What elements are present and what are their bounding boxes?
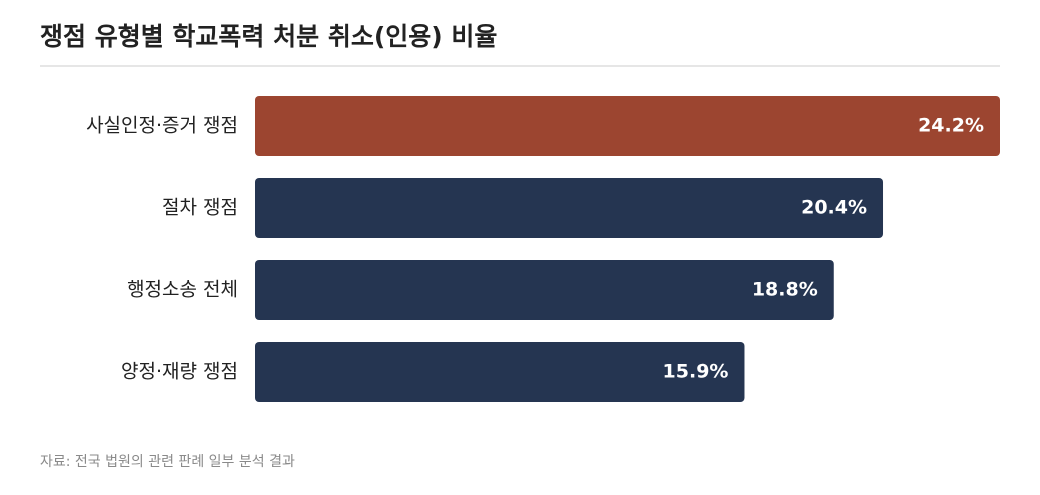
bar [255,178,884,238]
bar [255,260,834,320]
value-label: 24.2% [918,115,984,137]
category-label: 행정소송 전체 [127,279,238,301]
category-label: 사실인정·증거 쟁점 [86,115,238,137]
value-label: 20.4% [801,197,867,219]
bar [255,96,1000,156]
value-label: 18.8% [752,279,818,301]
chart-title: 쟁점 유형별 학교폭력 처분 취소(인용) 비율 [40,22,497,51]
value-label: 15.9% [663,361,729,383]
source-note: 자료: 전국 법원의 관련 판례 일부 분석 결과 [40,454,295,470]
category-label: 절차 쟁점 [162,197,238,219]
bar [255,342,745,402]
category-label: 양정·재량 쟁점 [121,361,238,383]
